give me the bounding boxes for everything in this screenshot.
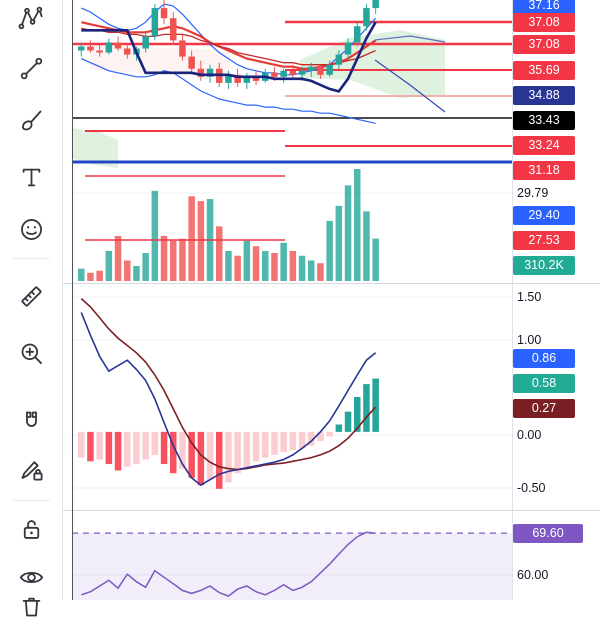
drawing-toolbar [0, 0, 63, 616]
rsi-pane [72, 531, 512, 600]
zoom-in-tool-button[interactable] [9, 331, 53, 375]
volume-bars [78, 168, 379, 281]
trend-line-icon [20, 57, 42, 79]
magnet-icon [25, 411, 37, 427]
pattern-tool-button[interactable] [9, 0, 53, 40]
lock-tool-button[interactable] [9, 507, 53, 551]
text-tool-icon [22, 168, 40, 186]
candlesticks [78, 0, 379, 89]
chart-canvas[interactable] [0, 0, 600, 600]
xabcd-pattern-icon [18, 6, 43, 29]
hide-drawings-tool-button[interactable] [9, 555, 53, 599]
zoom-in-icon [21, 343, 42, 364]
unlock-icon [23, 519, 39, 539]
brush-tool-button[interactable] [9, 98, 53, 142]
measure-tool-button[interactable] [9, 274, 53, 318]
emoji-tool-button[interactable] [9, 207, 53, 251]
cloud-extension-lines [374, 35, 446, 113]
pencil-lock-icon [21, 460, 43, 481]
smiley-icon [20, 218, 42, 240]
brush-icon [21, 110, 41, 130]
text-tool-button[interactable] [9, 155, 53, 199]
toolbar-separator [12, 500, 50, 501]
macd-lines [80, 298, 377, 487]
chart-left-border [72, 0, 73, 600]
eye-icon [19, 571, 43, 583]
pane-separator-macd-rsi[interactable] [63, 510, 600, 511]
macd-histogram [78, 378, 379, 489]
gridlines [72, 192, 512, 576]
toolbar-separator [12, 258, 50, 259]
price-axis-border [512, 0, 513, 600]
delete-tool-button[interactable] [9, 584, 53, 628]
drawing-lock-tool-button[interactable] [9, 447, 53, 491]
ruler-icon [21, 286, 41, 306]
trend-line-tool-button[interactable] [9, 46, 53, 90]
pane-separator-price-macd[interactable] [63, 283, 600, 284]
baseline-line [81, 21, 377, 93]
trash-icon [22, 597, 40, 616]
magnet-tool-button[interactable] [9, 399, 53, 443]
ichimoku-cloud [72, 30, 445, 168]
